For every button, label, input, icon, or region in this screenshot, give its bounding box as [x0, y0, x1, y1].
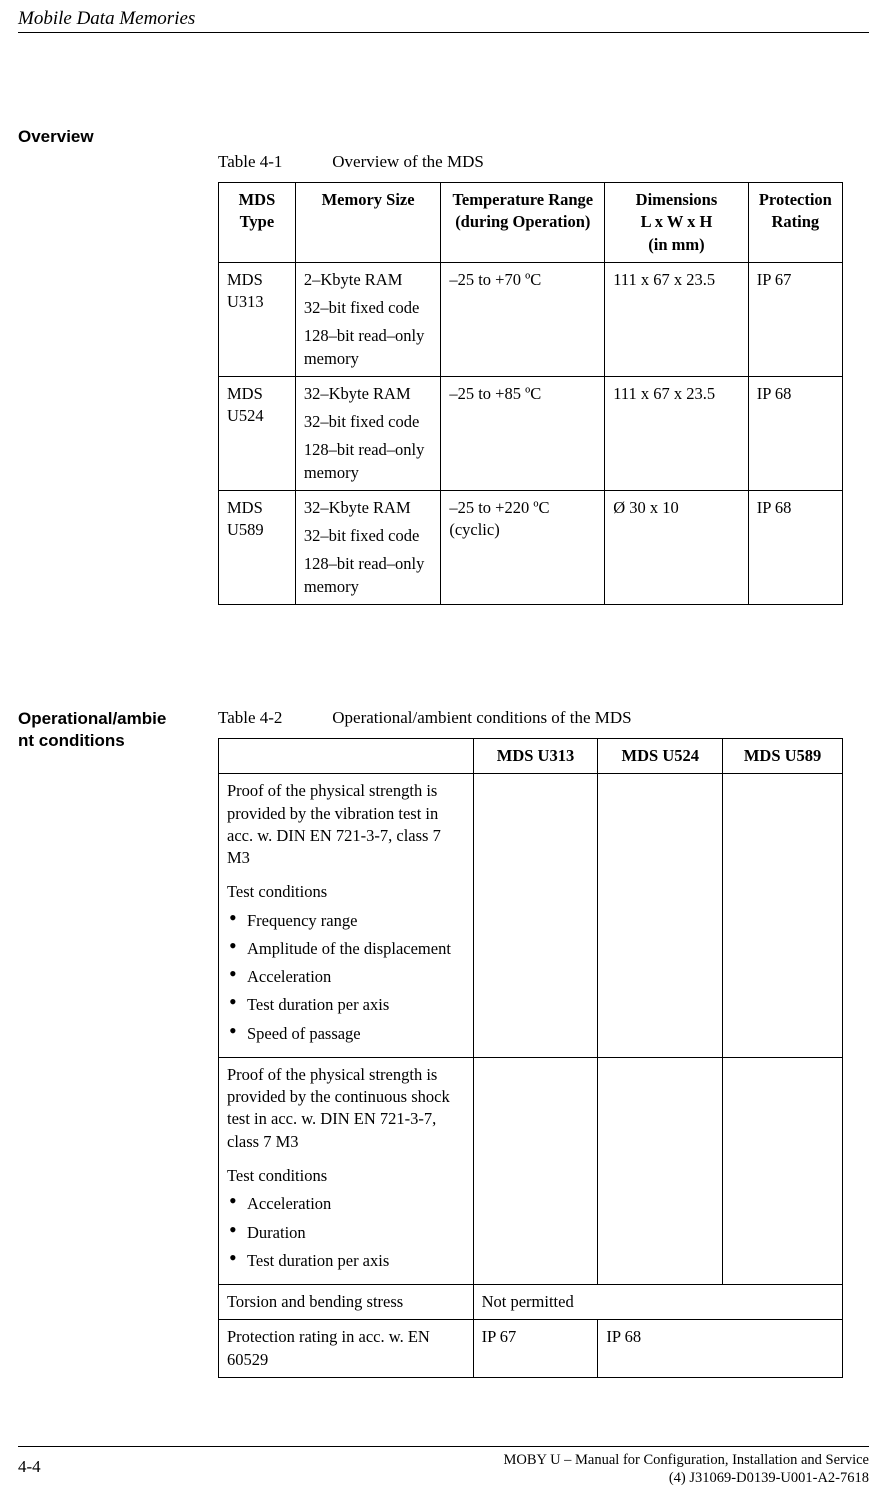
footer-line-2: (4) J31069-D0139-U001-A2-7618	[503, 1469, 869, 1487]
table-1-caption: Table 4-1 Overview of the MDS	[218, 152, 843, 172]
section-heading-overview: Overview	[18, 126, 208, 148]
list-item: Acceleration	[227, 966, 465, 988]
th-mds-u589: MDS U589	[723, 739, 843, 774]
th-mds-u524: MDS U524	[598, 739, 723, 774]
page-footer: 4-4 MOBY U – Manual for Configuration, I…	[18, 1446, 869, 1487]
list-item: Test duration per axis	[227, 994, 465, 1016]
table-1-number: Table 4-1	[218, 152, 328, 172]
table-2-number: Table 4-2	[218, 708, 328, 728]
table-row: Protection rating in acc. w. EN 60529 IP…	[219, 1320, 843, 1378]
page-number: 4-4	[18, 1457, 41, 1477]
th-temp-range: Temperature Range(during Operation)	[441, 183, 605, 263]
table-row: Proof of the physical strength is provid…	[219, 774, 843, 1058]
table-operational: MDS U313 MDS U524 MDS U589 Proof of the …	[218, 738, 843, 1378]
list-item: Amplitude of the dis­placement	[227, 938, 465, 960]
th-blank	[219, 739, 474, 774]
table-2-title: Operational/ambient conditions of the MD…	[332, 708, 631, 727]
list-item: Test duration per axis	[227, 1250, 465, 1272]
th-mds-u313: MDS U313	[473, 739, 598, 774]
table-row: MDSU524 32–Kbyte RAM32–bit fixed code128…	[219, 376, 843, 490]
table-row: MDSU313 2–Kbyte RAM32–bit fixed code128–…	[219, 262, 843, 376]
table-row: Torsion and bending stress Not permitted	[219, 1285, 843, 1320]
table-overview: MDSType Memory Size Temperature Range(du…	[218, 182, 843, 605]
table-row: Proof of the physical strength is provid…	[219, 1057, 843, 1284]
vibration-list: Frequency range Amplitude of the dis­pla…	[227, 910, 465, 1045]
list-item: Acceleration	[227, 1193, 465, 1215]
footer-line-1: MOBY U – Manual for Configuration, Insta…	[503, 1451, 869, 1469]
th-memory-size: Memory Size	[295, 183, 440, 263]
section-heading-operational: Operational/ambient conditions	[18, 708, 208, 752]
table-2-caption: Table 4-2 Operational/ambient conditions…	[218, 708, 843, 728]
list-item: Duration	[227, 1222, 465, 1244]
table-1-title: Overview of the MDS	[332, 152, 484, 171]
th-dimensions: DimensionsL x W x H(in mm)	[605, 183, 748, 263]
shock-list: Acceleration Duration Test duration per …	[227, 1193, 465, 1272]
th-protection: ProtectionRating	[748, 183, 842, 263]
table-row: MDSU589 32–Kbyte RAM32–bit fixed code128…	[219, 490, 843, 604]
th-mds-type: MDSType	[219, 183, 296, 263]
header-rule	[18, 32, 869, 33]
running-header: Mobile Data Memories	[18, 8, 195, 30]
list-item: Frequency range	[227, 910, 465, 932]
table-2-block: Table 4-2 Operational/ambient conditions…	[218, 708, 843, 1378]
table-1-block: Table 4-1 Overview of the MDS MDSType Me…	[218, 152, 843, 605]
list-item: Speed of passage	[227, 1023, 465, 1045]
